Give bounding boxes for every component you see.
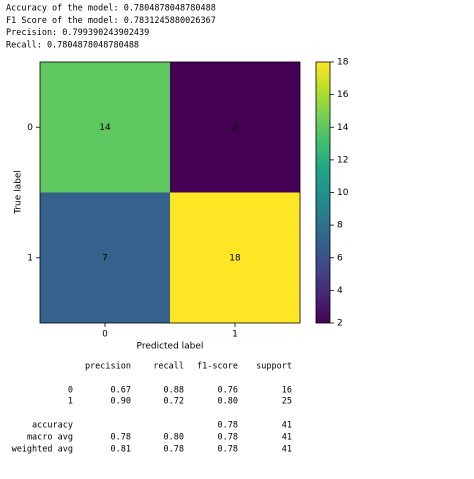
y-axis-label: True label [14,170,24,215]
heatmap-cell [40,192,170,323]
report-header: precision [85,362,131,372]
report-row-label: macro avg [27,433,73,443]
colorbar-tick-label: 14 [337,123,349,133]
colorbar-tick-label: 6 [337,253,343,263]
report-cell: 0.78 [111,433,131,443]
report-cell: 0.78 [218,445,238,455]
report-header: f1-score [197,362,238,372]
colorbar-tick-label: 8 [337,221,343,231]
cell-label: 7 [102,253,108,263]
report-row-label: accuracy [32,421,73,431]
output-line: Recall: 0.7804878048780488 [6,40,139,50]
output-line: Accuracy of the model: 0.780487804878048… [6,4,216,14]
report-cell: 16 [282,386,292,396]
report-cell: 0.90 [111,397,131,407]
output-line: Precision: 0.799390243902439 [6,28,149,38]
heatmap-cell [40,62,170,193]
report-cell: 0.88 [164,386,184,396]
x-axis-label: Predicted label [137,342,204,352]
report-cell: 0.81 [111,445,131,455]
colorbar-tick-label: 12 [337,155,348,165]
report-row-label: weighted avg [12,445,73,455]
report-cell: 25 [282,397,292,407]
report-cell: 0.78 [164,445,184,455]
colorbar [315,61,331,324]
report-header: support [256,362,292,372]
cell-label: 14 [99,123,111,133]
cell-label: 2 [232,123,238,133]
report-cell: 0.78 [218,421,238,431]
report-row-label: 1 [68,397,73,407]
report-cell: 0.67 [111,386,131,396]
colorbar-tick-label: 10 [337,188,349,198]
colorbar-tick-label: 16 [337,90,349,100]
report-header: recall [153,362,184,372]
colorbar-tick-label: 2 [337,319,343,329]
output-line: F1 Score of the model: 0.783124588002636… [6,16,216,26]
colorbar-tick-label: 18 [337,58,349,68]
heatmap-cell [170,192,300,323]
report-cell: 0.80 [164,433,184,443]
report-row-label: 0 [68,386,73,396]
heatmap-cell [170,62,300,193]
colorbar-tick-label: 4 [337,286,343,296]
x-tick-label: 0 [102,330,108,340]
report-cell: 0.78 [218,433,238,443]
report-cell: 0.72 [164,397,184,407]
x-tick-label: 1 [232,330,238,340]
report-cell: 41 [282,421,292,431]
report-cell: 41 [282,445,292,455]
y-tick-label: 0 [27,123,33,133]
plot-frame [39,61,301,324]
report-cell: 0.76 [218,386,238,396]
y-tick-label: 1 [27,253,33,263]
cell-label: 18 [229,253,241,263]
report-cell: 0.80 [218,397,238,407]
report-cell: 41 [282,433,292,443]
